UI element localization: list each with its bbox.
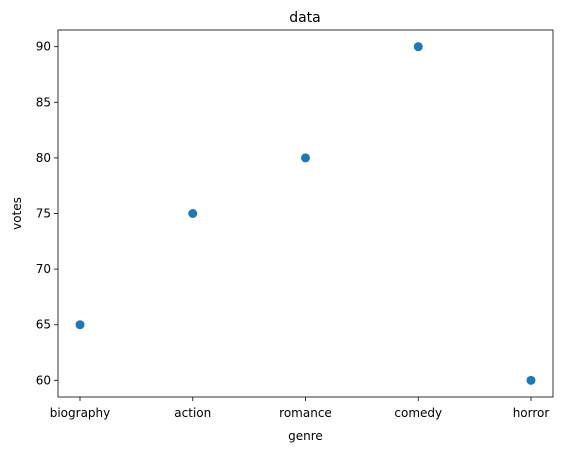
y-tick-label: 70 [36, 262, 51, 276]
x-tick-label: comedy [394, 406, 442, 420]
data-points [75, 42, 536, 385]
chart-title: data [289, 10, 321, 26]
data-point [413, 42, 423, 52]
y-axis-label: votes [10, 197, 24, 230]
y-tick-label: 80 [36, 151, 51, 165]
x-axis-ticks: biography action romance comedy horror [50, 397, 550, 420]
x-tick-label: romance [279, 406, 332, 420]
x-tick-label: biography [50, 406, 111, 420]
y-tick-label: 75 [36, 207, 51, 221]
x-tick-label: action [174, 406, 211, 420]
data-point [188, 209, 198, 218]
y-tick-label: 65 [36, 318, 51, 332]
x-tick-label: horror [513, 406, 550, 420]
y-axis-ticks: 60 65 70 75 80 85 90 [36, 40, 58, 387]
data-point [301, 153, 310, 163]
y-tick-label: 90 [36, 40, 51, 54]
plot-area-frame [57, 29, 554, 398]
data-point [75, 320, 85, 330]
y-tick-label: 85 [36, 95, 51, 109]
y-tick-label: 60 [36, 373, 51, 387]
data-point [526, 375, 536, 385]
x-axis-label: genre [288, 429, 323, 443]
